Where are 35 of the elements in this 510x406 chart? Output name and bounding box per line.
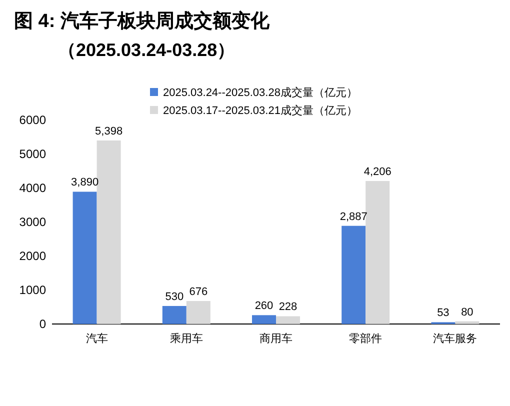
- x-tick-label: 汽车: [86, 332, 108, 345]
- bar: [366, 180, 390, 324]
- bar: [455, 321, 480, 324]
- x-tick-label: 乘用车: [170, 332, 203, 345]
- bar: [162, 306, 186, 324]
- data-label: 4,206: [364, 166, 392, 178]
- data-label: 80: [461, 306, 474, 318]
- x-tick-label: 商用车: [260, 332, 292, 345]
- bar: [342, 226, 366, 324]
- bar: [186, 301, 210, 324]
- data-label: 3,890: [71, 176, 99, 189]
- y-tick-label: 5000: [19, 147, 46, 161]
- chart-subtitle: （2025.03.24-03.28）: [58, 40, 236, 60]
- data-label: 2,887: [340, 210, 368, 223]
- data-label: 228: [278, 301, 298, 314]
- legend-label: 2025.03.17--2025.03.21成交量（亿元）: [163, 104, 358, 117]
- bar: [252, 315, 276, 324]
- y-tick-label: 0: [39, 317, 46, 331]
- y-tick-label: 1000: [19, 283, 46, 297]
- bar: [276, 316, 300, 324]
- data-label: 260: [254, 300, 274, 312]
- bar: [96, 140, 121, 324]
- y-tick-label: 3000: [19, 215, 46, 229]
- y-tick-label: 4000: [19, 181, 46, 195]
- legend-label: 2025.03.24--2025.03.28成交量（亿元）: [163, 86, 358, 99]
- bar: [72, 192, 97, 324]
- data-label: 5,398: [95, 125, 123, 138]
- y-tick-label: 6000: [19, 113, 46, 127]
- data-label: 530: [165, 290, 184, 303]
- x-tick-label: 汽车服务: [433, 332, 478, 345]
- data-label: 676: [189, 286, 208, 298]
- chart-title: 图 4: 汽车子板块周成交额变化: [14, 10, 270, 32]
- x-tick-label: 零部件: [349, 332, 382, 345]
- data-label: 53: [437, 307, 450, 320]
- y-tick-label: 2000: [19, 249, 46, 263]
